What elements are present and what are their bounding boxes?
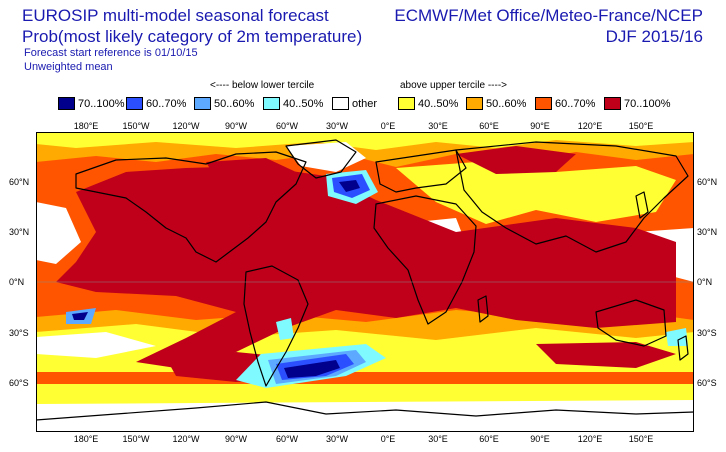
- legend-swatch: [332, 97, 349, 110]
- field-navy: [72, 312, 88, 320]
- legend-swatch: [194, 97, 211, 110]
- weighting-note: Unweighted mean: [24, 61, 113, 73]
- lon-label: 30°E: [428, 434, 448, 444]
- legend-label: 50..60%: [486, 98, 527, 110]
- legend-swatch: [466, 97, 483, 110]
- legend-label: 40..50%: [418, 98, 459, 110]
- map-title: EUROSIP multi-model seasonal forecast: [22, 6, 329, 25]
- field-white: [36, 332, 156, 358]
- coast-south-america: [243, 265, 309, 387]
- legend-swatch: [604, 97, 621, 110]
- field-white: [36, 400, 694, 432]
- lat-label: 30°N: [697, 227, 718, 237]
- legend-label: 60..70%: [146, 98, 187, 110]
- lon-label: 180°E: [73, 121, 99, 131]
- lon-label: 30°W: [325, 121, 349, 131]
- legend-swatch: [535, 97, 552, 110]
- legend-label: 70..100%: [624, 98, 671, 110]
- centres-label: ECMWF/Met Office/Meteo-France/NCEP: [394, 6, 703, 25]
- lon-label: 120°E: [577, 121, 603, 131]
- lon-label: 90°W: [224, 121, 248, 131]
- field-navy: [339, 180, 360, 192]
- lon-label: 150°E: [628, 434, 654, 444]
- coastlines: [36, 139, 694, 421]
- lon-label: 90°E: [530, 121, 550, 131]
- coast-japan: [635, 191, 649, 219]
- lon-label: 90°E: [530, 434, 550, 444]
- forecast-start-reference: Forecast start reference is 01/10/15: [24, 47, 198, 59]
- world-map: [36, 132, 694, 432]
- map-subtitle: Prob(most likely category of 2m temperat…: [22, 27, 363, 46]
- field-yellow: [396, 162, 676, 224]
- coast-africa: [373, 195, 477, 325]
- lon-label: 30°E: [428, 121, 448, 131]
- lat-label: 60°S: [9, 378, 29, 388]
- lon-label: 60°E: [479, 121, 499, 131]
- coast-antarctica: [36, 401, 694, 421]
- legend-swatch: [398, 97, 415, 110]
- lon-label: 90°W: [224, 434, 248, 444]
- coast-north-america: [75, 151, 307, 263]
- lon-label: 120°E: [577, 434, 603, 444]
- lat-label: 60°N: [9, 177, 30, 187]
- lat-label: 0°N: [697, 277, 713, 287]
- legend-below-label: <---- below lower tercile: [210, 80, 315, 91]
- lon-label: 150°E: [628, 121, 654, 131]
- lon-label: 60°W: [275, 434, 299, 444]
- lat-label: 60°S: [697, 378, 717, 388]
- legend-label: 40..50%: [283, 98, 324, 110]
- field-cyan: [666, 328, 688, 346]
- coast-europe: [375, 149, 467, 193]
- coast-greenland: [285, 139, 357, 179]
- legend-label: 70..100%: [78, 98, 125, 110]
- lon-label: 150°W: [122, 434, 150, 444]
- coast-australia: [595, 299, 667, 347]
- lon-label: 0°E: [380, 121, 396, 131]
- lon-label: 150°W: [122, 121, 150, 131]
- lat-label: 30°N: [9, 227, 30, 237]
- field-cyan: [276, 318, 294, 340]
- legend-swatch: [263, 97, 280, 110]
- field-white: [36, 202, 81, 264]
- coast-new-zealand: [677, 335, 689, 361]
- lat-label: 30°S: [9, 328, 29, 338]
- lon-label: 120°W: [172, 121, 200, 131]
- map-frame: [36, 132, 694, 432]
- field-navy: [284, 360, 340, 378]
- legend-label: 50..60%: [214, 98, 255, 110]
- lat-label: 60°N: [697, 177, 718, 187]
- field-dark-red: [536, 342, 676, 368]
- field-dark-red: [206, 158, 296, 196]
- probability-fields: [36, 132, 694, 432]
- coast-madagascar: [477, 295, 489, 323]
- lon-label: 120°W: [172, 434, 200, 444]
- field-yellow: [36, 132, 694, 150]
- lon-label: 0°E: [380, 434, 396, 444]
- lon-label: 60°E: [479, 434, 499, 444]
- lat-label: 0°N: [9, 277, 25, 287]
- legend-label: 60..70%: [555, 98, 596, 110]
- legend-swatch: [126, 97, 143, 110]
- field-dark-red: [456, 146, 576, 174]
- legend-label: other: [352, 98, 378, 110]
- legend-above-label: above upper tercile ---->: [400, 80, 507, 91]
- lat-label: 30°S: [697, 328, 717, 338]
- field-dark-red: [56, 166, 676, 368]
- lon-label: 30°W: [325, 434, 349, 444]
- season-label: DJF 2015/16: [605, 27, 703, 46]
- lon-label: 180°E: [73, 434, 99, 444]
- legend-swatch: [58, 97, 75, 110]
- lon-label: 60°W: [275, 121, 299, 131]
- coast-asia: [455, 141, 689, 253]
